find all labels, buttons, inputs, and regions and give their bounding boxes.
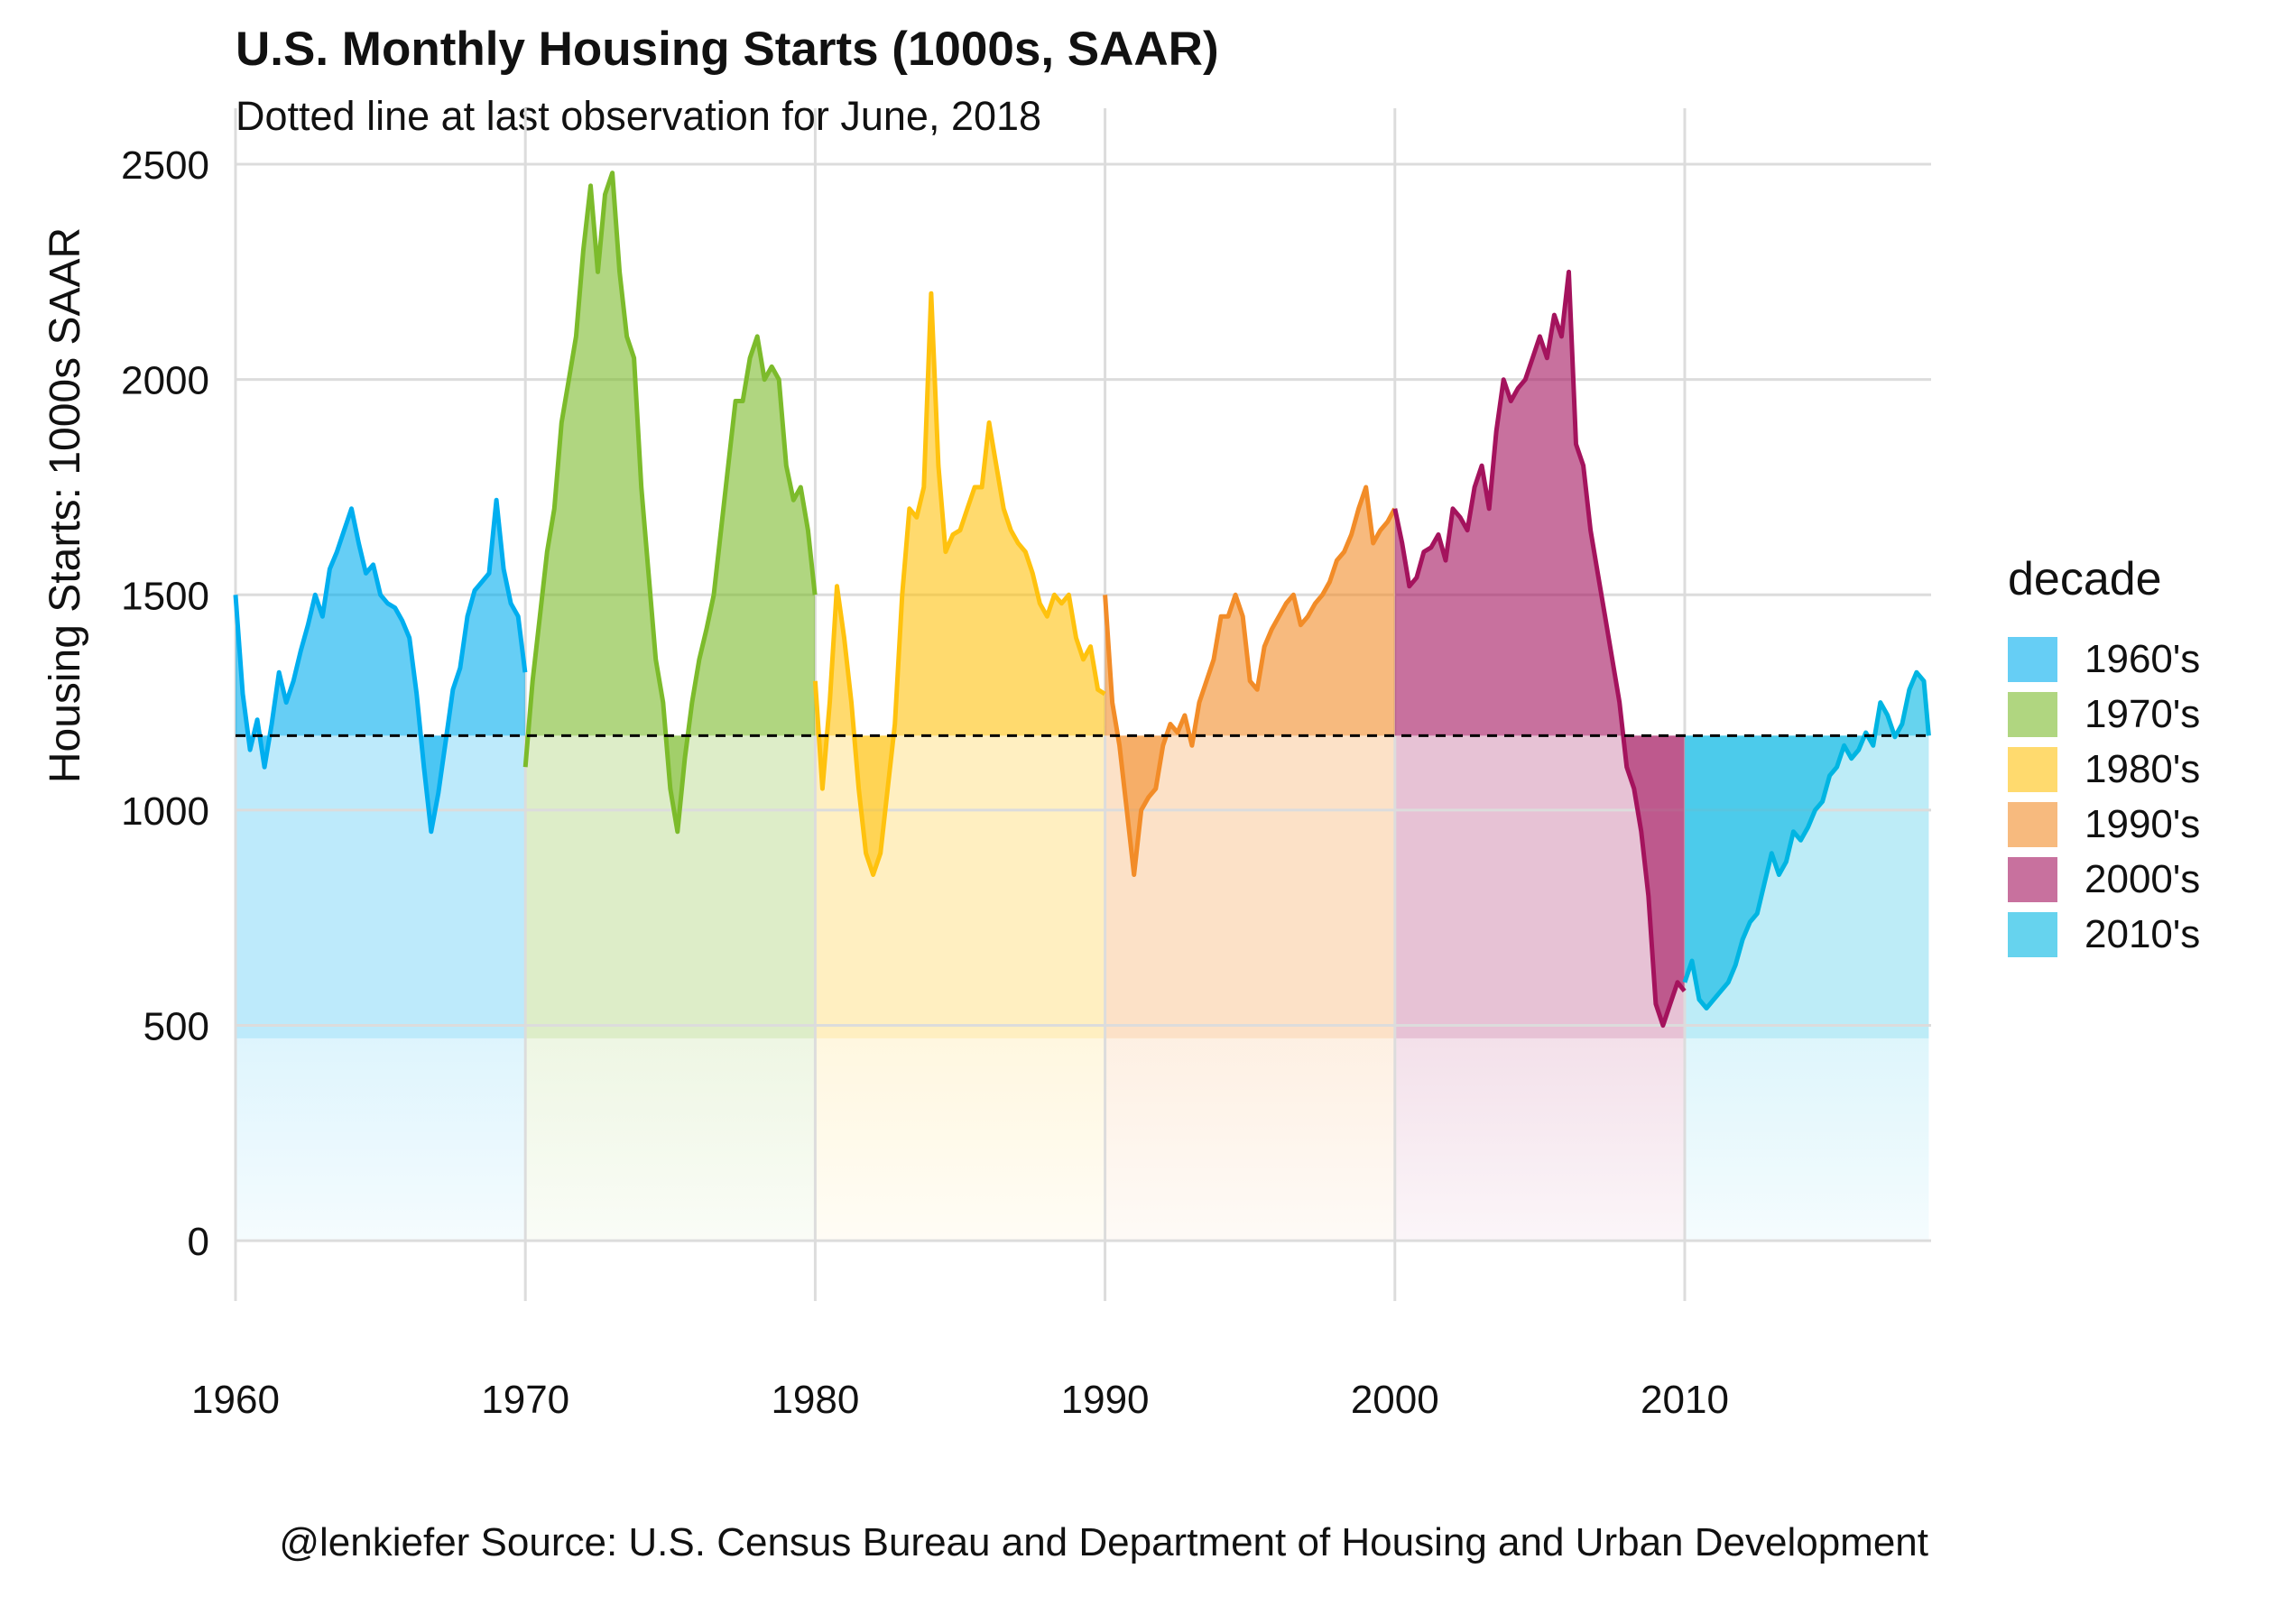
area-2010's [1684, 672, 1929, 1009]
y-axis-label: Housing Starts: 1000s SAAR [42, 227, 89, 783]
line-2010's [1682, 669, 1931, 1010]
legend-label: 2010's [2084, 911, 2201, 956]
y-tick-labels: 0 500 1000 1500 2000 2500 [121, 143, 209, 1264]
x-tick-label-1990: 1990 [1061, 1378, 1150, 1422]
area-1960's [236, 500, 525, 832]
x-tick-label-2000: 2000 [1351, 1378, 1439, 1422]
chart-subtitle: Dotted line at last observation for June… [236, 93, 1042, 139]
line-1970's [522, 171, 818, 835]
x-tick-label-1960: 1960 [191, 1378, 280, 1422]
legend-item: 1960's [2008, 632, 2200, 687]
chart-title: U.S. Monthly Housing Starts (1000s, SAAR… [236, 23, 1219, 76]
legend-item: 2000's [2008, 852, 2200, 907]
area-1980's [815, 293, 1105, 875]
y-tick-label-1500: 1500 [121, 574, 209, 618]
decade-fade-1990's [1105, 1038, 1395, 1241]
x-tick-labels: 1960 1970 1980 1990 2000 2010 [191, 1378, 1729, 1422]
legend-items: 1960's 1970's 1980's 1990's 2000's 2010's [2008, 632, 2200, 962]
legend: decade 1960's 1970's 1980's 1990's 2000's 201… [2008, 552, 2200, 962]
legend-swatch [2008, 746, 2057, 792]
legend-item: 1970's [2008, 687, 2200, 742]
x-tick-label-1980: 1980 [771, 1378, 859, 1422]
line-1960's [233, 497, 528, 835]
legend-swatch [2008, 856, 2057, 902]
decade-fade-1970's [525, 1038, 816, 1241]
legend-item: 2010's [2008, 907, 2200, 962]
legend-item: 1990's [2008, 797, 2200, 852]
decade-band-1960's [236, 735, 525, 1038]
area-1970's [525, 172, 816, 832]
legend-swatch [2008, 691, 2057, 737]
legend-swatch [2008, 801, 2057, 847]
line-1990's [1103, 484, 1397, 877]
line-2000's [1392, 269, 1687, 1029]
x-tick-label-1970: 1970 [481, 1378, 569, 1422]
y-tick-label-2500: 2500 [121, 143, 209, 188]
y-tick-label-1000: 1000 [121, 789, 209, 834]
decade-fade-2000's [1394, 1038, 1685, 1241]
legend-label: 1960's [2084, 636, 2201, 681]
line-1980's [812, 291, 1106, 877]
decade-fade-1980's [815, 1038, 1105, 1241]
legend-title: decade [2008, 553, 2162, 605]
legend-swatch [2008, 636, 2057, 682]
legend-label: 1990's [2084, 801, 2201, 846]
area-2000's [1394, 272, 1685, 1026]
legend-item: 1980's [2008, 742, 2200, 797]
decade-fade-1960's [236, 1038, 525, 1241]
legend-label: 2000's [2084, 856, 2201, 901]
y-tick-label-2000: 2000 [121, 359, 209, 403]
series-lines [233, 171, 1931, 1029]
legend-label: 1970's [2084, 691, 2201, 736]
legend-label: 1980's [2084, 746, 2201, 791]
x-tick-label-2010: 2010 [1641, 1378, 1729, 1422]
decade-fade-2010's [1684, 1038, 1929, 1241]
y-tick-label-0: 0 [188, 1220, 209, 1264]
y-tick-label-500: 500 [143, 1005, 209, 1049]
legend-swatch [2008, 911, 2057, 957]
decade-background-fills [236, 735, 1929, 1241]
chart-caption: @lenkiefer Source: U.S. Census Bureau an… [279, 1520, 1928, 1564]
